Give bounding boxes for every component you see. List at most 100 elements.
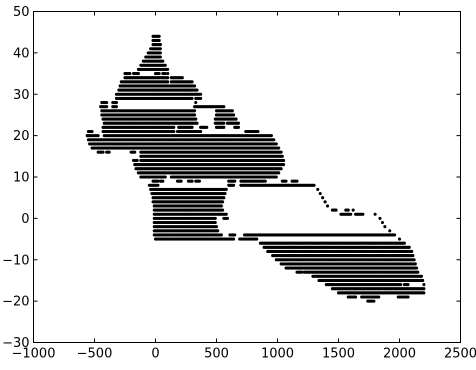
data-point [421, 278, 425, 282]
data-point [216, 229, 220, 233]
data-point [158, 51, 162, 55]
data-point [190, 179, 194, 183]
data-point [323, 200, 327, 204]
data-point [412, 258, 416, 262]
data-point [219, 233, 223, 237]
data-point [233, 233, 237, 237]
y-tick-label: −20 [2, 295, 29, 310]
data-point [172, 125, 176, 129]
data-point [274, 175, 278, 179]
data-point [107, 150, 111, 154]
data-point [373, 212, 377, 216]
data-point [135, 158, 139, 162]
y-tick-label: 0 [21, 212, 29, 227]
y-tick-label: 50 [13, 5, 30, 20]
data-point [422, 291, 426, 295]
y-tick-label: 10 [13, 171, 30, 186]
y-tick-label: 20 [13, 129, 30, 144]
data-point [163, 72, 167, 76]
data-point [232, 183, 236, 187]
data-point [407, 245, 411, 249]
data-point [232, 113, 236, 117]
data-point [179, 179, 183, 183]
data-point [199, 129, 203, 134]
data-point [105, 105, 109, 109]
y-tick-label: −10 [2, 253, 29, 268]
data-point [393, 233, 397, 237]
data-point [213, 216, 217, 220]
data-point [422, 287, 426, 291]
data-points [85, 34, 426, 303]
data-point [224, 187, 228, 191]
data-point [163, 63, 167, 67]
data-point [397, 237, 402, 241]
data-point [222, 196, 226, 200]
data-point [136, 72, 140, 76]
y-tick-label: 40 [13, 46, 30, 61]
data-point [402, 241, 406, 245]
data-point [192, 84, 197, 88]
data-point [282, 158, 286, 162]
data-point [272, 138, 276, 142]
data-point [199, 92, 203, 96]
data-point [234, 117, 238, 121]
x-axis: −1000 −500 0 500 1000 1500 2000 2500 [12, 11, 476, 362]
data-point [399, 283, 403, 287]
data-point [195, 88, 199, 92]
x-tick-label: 1500 [322, 347, 355, 362]
data-point [416, 270, 420, 274]
x-tick-label: 0 [151, 347, 159, 362]
data-point [221, 200, 225, 204]
data-point [279, 167, 283, 171]
y-tick-label: 30 [13, 88, 30, 103]
data-point [222, 125, 226, 129]
data-point [236, 121, 241, 125]
data-point [158, 43, 162, 47]
data-point [166, 67, 170, 71]
data-point [406, 295, 410, 299]
data-point [349, 212, 353, 216]
data-point [197, 179, 201, 183]
data-point [163, 175, 167, 179]
data-point [233, 179, 237, 183]
data-point [274, 142, 278, 146]
data-point [133, 150, 137, 154]
data-point [295, 179, 299, 183]
data-point [284, 179, 288, 183]
data-point [256, 129, 260, 134]
x-tick-label: −1000 [12, 347, 56, 362]
x-tick-label: −500 [77, 347, 113, 362]
data-point [158, 47, 162, 51]
data-point [205, 125, 209, 129]
data-point [190, 80, 194, 84]
data-point [219, 204, 223, 208]
data-point [190, 125, 194, 129]
data-point [263, 179, 267, 183]
data-point [192, 109, 197, 113]
data-point [422, 283, 426, 287]
data-point [388, 229, 392, 233]
data-point [410, 249, 414, 254]
data-point [346, 208, 350, 212]
data-point [277, 171, 281, 175]
data-point [255, 237, 259, 241]
data-point [161, 59, 165, 63]
data-point [166, 76, 170, 80]
data-point [321, 196, 325, 200]
data-point [222, 105, 226, 109]
data-point [114, 100, 119, 105]
data-point [236, 125, 241, 129]
data-point [180, 76, 184, 80]
data-point [383, 225, 387, 229]
data-point [156, 183, 160, 187]
data-point [214, 225, 219, 229]
data-point [96, 134, 100, 138]
data-point [282, 163, 286, 167]
data-point [192, 113, 197, 117]
data-point [157, 38, 161, 43]
data-point [406, 283, 410, 287]
data-point [224, 212, 228, 216]
data-point [230, 109, 234, 113]
